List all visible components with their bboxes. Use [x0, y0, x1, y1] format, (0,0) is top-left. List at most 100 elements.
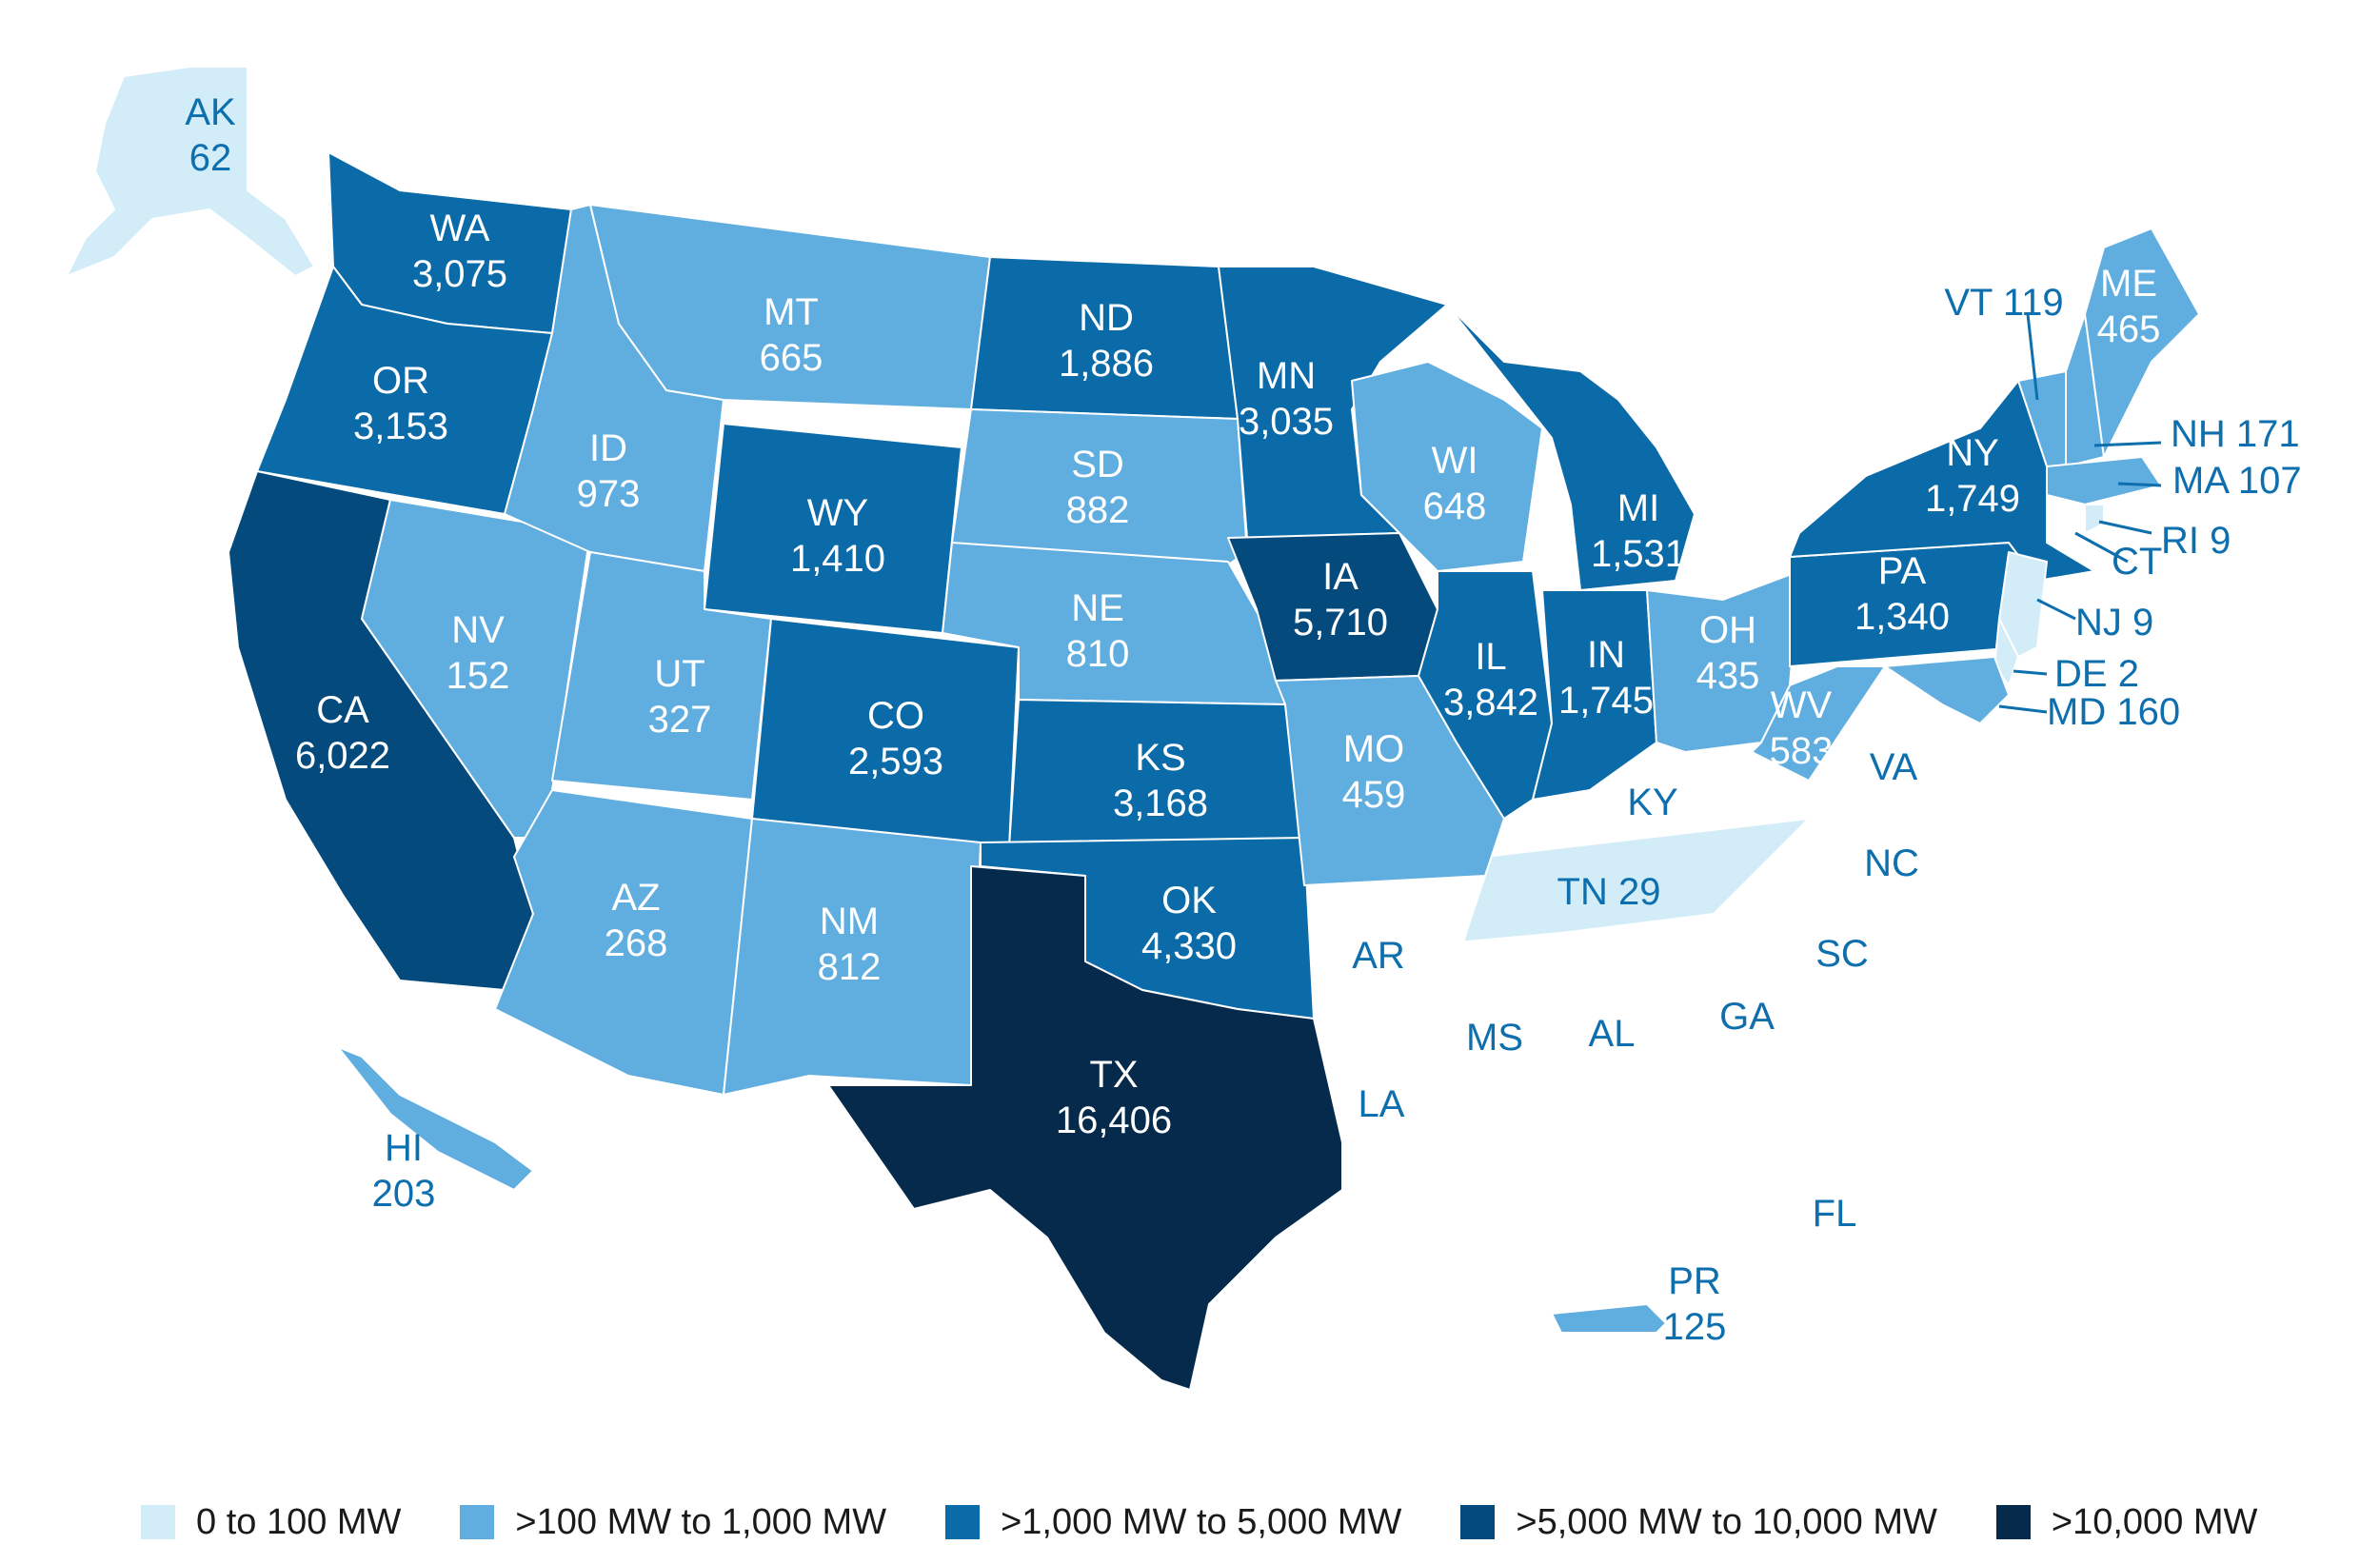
md-abbr: MD: [2047, 691, 2107, 733]
ny-value: 1,749: [1924, 478, 2021, 520]
nv-value: 152: [446, 655, 510, 697]
co-value: 2,593: [847, 741, 944, 782]
ct-abbr: CT: [2112, 541, 2163, 583]
me-value: 465: [2096, 308, 2161, 350]
or-value: 3,153: [352, 406, 449, 447]
state-label-nm: NM 812: [818, 899, 882, 990]
legend-label: >1,000 MW to 5,000 MW: [1001, 1501, 1402, 1542]
wa-value: 3,075: [411, 253, 508, 295]
state-label-ut: UT 327: [648, 651, 712, 743]
ky-abbr: KY: [1627, 782, 1678, 823]
nc-abbr: NC: [1864, 842, 1919, 884]
al-abbr: AL: [1588, 1013, 1636, 1055]
mi-value: 1,531: [1590, 533, 1687, 575]
ia-abbr: IA: [1322, 556, 1359, 598]
mi-abbr: MI: [1616, 487, 1660, 529]
vt-abbr: VT: [1944, 282, 1993, 324]
nd-abbr: ND: [1079, 297, 1134, 339]
state-shape: [66, 66, 315, 277]
state-label-ks: KS 3,168: [1113, 735, 1208, 826]
legend: 0 to 100 MW >100 MW to 1,000 MW >1,000 M…: [141, 1499, 2316, 1545]
ne-value: 810: [1065, 633, 1130, 675]
state-label-de: DE 2: [2054, 651, 2139, 697]
ut-abbr: UT: [654, 653, 705, 695]
vt-value: 119: [2002, 282, 2064, 324]
nh-value: 171: [2235, 413, 2300, 455]
fl-abbr: FL: [1812, 1193, 1857, 1235]
ma-abbr: MA: [2172, 460, 2228, 502]
state-label-hi: HI 203: [372, 1125, 436, 1217]
ca-abbr: CA: [316, 689, 369, 731]
ak-value: 62: [188, 137, 232, 179]
wv-abbr: WV: [1770, 684, 1833, 726]
state-label-mn: MN 3,035: [1239, 353, 1334, 445]
tn-value: 29: [1617, 871, 1661, 913]
ga-abbr: GA: [1719, 996, 1775, 1038]
ak-abbr: AK: [185, 91, 236, 133]
state-label-pr: PR 125: [1663, 1258, 1727, 1350]
ut-value: 327: [647, 699, 712, 741]
state-shape: [827, 865, 1343, 1391]
state-label-tn: TN 29: [1557, 869, 1661, 915]
state-label-sc: SC: [1815, 931, 1869, 977]
id-value: 973: [576, 473, 641, 515]
ar-abbr: AR: [1352, 935, 1405, 977]
state-label-ak: AK 62: [185, 89, 235, 181]
pa-abbr: PA: [1877, 550, 1927, 592]
la-abbr: LA: [1358, 1083, 1405, 1125]
state-label-nd: ND 1,886: [1059, 295, 1154, 386]
hi-abbr: HI: [385, 1127, 423, 1169]
state-label-ga: GA: [1719, 994, 1775, 1040]
legend-swatch-tier2: [460, 1505, 495, 1539]
vt-leader-line: [2026, 313, 2039, 401]
wa-abbr: WA: [429, 208, 490, 249]
state-shape: [951, 408, 1248, 572]
in-value: 1,745: [1557, 680, 1655, 722]
tx-value: 16,406: [1055, 1099, 1173, 1141]
state-label-id: ID 973: [577, 426, 641, 517]
state-label-fl: FL: [1813, 1191, 1857, 1237]
state-shape: [1446, 304, 1696, 591]
state-label-co: CO 2,593: [848, 693, 943, 784]
legend-item-5000-to-10000: >5,000 MW to 10,000 MW: [1460, 1502, 1937, 1543]
in-abbr: IN: [1586, 634, 1625, 676]
state-shape: [1884, 656, 2010, 724]
ny-abbr: NY: [1946, 432, 1999, 474]
wy-value: 1,410: [789, 538, 886, 580]
state-label-nv: NV 152: [446, 607, 510, 699]
ma-value: 107: [2237, 460, 2302, 502]
mo-abbr: MO: [1342, 728, 1405, 770]
state-label-mo: MO 459: [1342, 726, 1406, 818]
az-abbr: AZ: [611, 877, 661, 919]
state-label-nh: NH 171: [2171, 411, 2300, 457]
state-label-nj: NJ 9: [2075, 600, 2153, 645]
oh-value: 435: [1696, 655, 1760, 697]
state-shape: [1751, 665, 1886, 782]
de-value: 2: [2117, 653, 2139, 695]
state-label-or: OR 3,153: [353, 358, 448, 449]
ma-leader-line: [2117, 482, 2162, 487]
state-shape: [337, 1046, 534, 1191]
legend-swatch-tier1: [141, 1505, 175, 1539]
state-label-vt: VT 119: [1944, 280, 2063, 326]
nh-leader-line: [2093, 441, 2162, 447]
nm-abbr: NM: [819, 901, 880, 942]
pr-value: 125: [1662, 1306, 1727, 1348]
de-leader-line: [2013, 669, 2048, 676]
state-label-ca: CA 6,022: [295, 687, 390, 779]
legend-item-0-to-100: 0 to 100 MW: [141, 1502, 401, 1543]
state-label-wv: WV 583: [1770, 683, 1834, 774]
state-label-az: AZ 268: [605, 875, 668, 966]
ok-value: 4,330: [1140, 925, 1238, 967]
state-label-ok: OK 4,330: [1141, 878, 1237, 969]
state-shape: [1218, 266, 1448, 539]
legend-item-over-10000: >10,000 MW: [1995, 1502, 2257, 1543]
state-shape: [1351, 361, 1543, 572]
nj-value: 9: [2132, 602, 2154, 644]
state-label-ne: NE 810: [1066, 585, 1130, 677]
va-abbr: VA: [1869, 746, 1918, 788]
state-label-pa: PA 1,340: [1854, 548, 1950, 640]
